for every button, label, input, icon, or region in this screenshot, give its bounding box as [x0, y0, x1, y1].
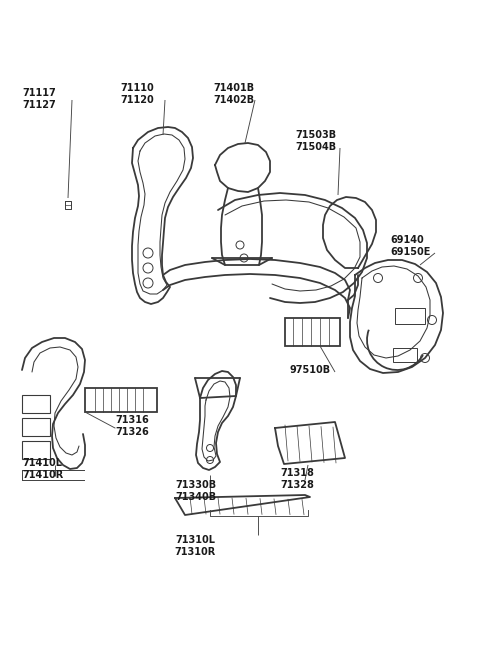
Text: 71110
71120: 71110 71120 [120, 83, 154, 105]
Text: 71401B
71402B: 71401B 71402B [213, 83, 254, 105]
Text: 71117
71127: 71117 71127 [22, 88, 56, 109]
Text: 71503B
71504B: 71503B 71504B [295, 130, 336, 151]
Bar [85, 388, 157, 412]
Text: 71410L
71410R: 71410L 71410R [22, 458, 63, 479]
Bar [395, 308, 425, 324]
Text: 69140
69150E: 69140 69150E [390, 235, 431, 257]
Bar [22, 441, 50, 459]
Bar [22, 418, 50, 436]
Bar [393, 348, 417, 362]
Text: 71310L
71310R: 71310L 71310R [174, 535, 216, 557]
Text: 71318
71328: 71318 71328 [280, 468, 314, 489]
Bar [22, 395, 50, 413]
Bar [285, 318, 340, 346]
Text: 71330B
71340B: 71330B 71340B [175, 480, 216, 502]
Text: 71316
71326: 71316 71326 [115, 415, 149, 437]
Text: 97510B: 97510B [290, 365, 331, 375]
